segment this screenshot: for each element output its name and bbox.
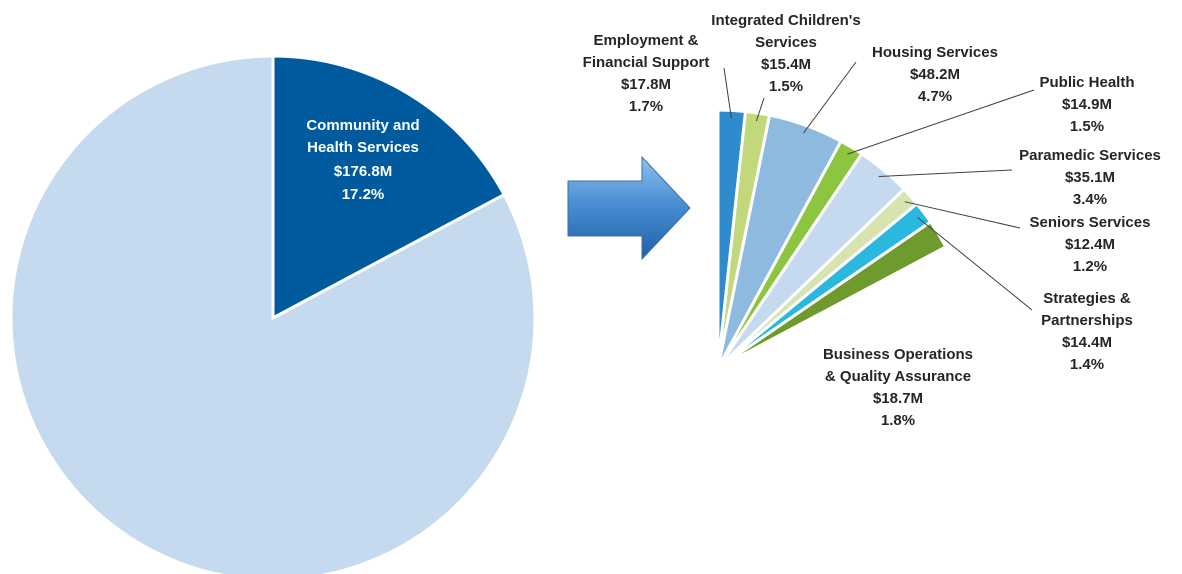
breakdown-label-4-line-0: Paramedic Services — [1019, 147, 1161, 164]
breakdown-label-7-line-0: Business Operations — [823, 346, 973, 363]
leader-line-2 — [803, 61, 857, 134]
breakdown-label-5-line-2: 1.2% — [1073, 258, 1107, 275]
main-slice-label-line-0: Community and — [306, 117, 419, 134]
breakdown-label-3-line-2: 1.5% — [1070, 118, 1104, 135]
main-slice-label-line-2: $176.8M — [334, 163, 392, 180]
leader-line-6 — [917, 217, 1033, 311]
breakdown-label-2-line-2: 4.7% — [918, 88, 952, 105]
leader-lines — [723, 61, 1035, 311]
breakdown-label-1: Integrated Children's Services $15.4M 1.5% — [711, 12, 860, 95]
leader-line-3 — [847, 89, 1035, 155]
breakdown-label-0: Employment & Financial Support $17.8M 1.7% — [583, 32, 710, 115]
main-pie-labels: Community and Health Services $176.8M 17.2% — [306, 117, 419, 203]
breakdown-label-3: Public Health $14.9M 1.5% — [1039, 74, 1134, 135]
main-pie-slice-1 — [9, 54, 537, 574]
breakdown-label-1-line-0: Integrated Children's — [711, 12, 860, 29]
breakdown-label-6-line-2: $14.4M — [1062, 334, 1112, 351]
breakdown-label-4: Paramedic Services $35.1M 3.4% — [1019, 147, 1161, 208]
breakdown-label-0-line-2: $17.8M — [621, 76, 671, 93]
breakdown-label-4-line-2: 3.4% — [1073, 191, 1107, 208]
main-pie-slice-0 — [271, 54, 507, 321]
breakdown-label-6: Strategies & Partnerships $14.4M 1.4% — [1041, 290, 1133, 373]
leader-line-0 — [723, 67, 732, 119]
breakdown-label-1-line-2: $15.4M — [761, 56, 811, 73]
breakdown-label-2: Housing Services $48.2M 4.7% — [872, 44, 998, 105]
breakdown-label-1-line-1: Services — [755, 34, 817, 51]
breakdown-label-6-line-3: 1.4% — [1070, 356, 1104, 373]
breakdown-label-0-line-1: Financial Support — [583, 54, 710, 71]
breakdown-label-3-line-0: Public Health — [1039, 74, 1134, 91]
breakdown-label-5-line-0: Seniors Services — [1030, 214, 1151, 231]
breakdown-label-2-line-1: $48.2M — [910, 66, 960, 83]
breakdown-label-0-line-3: 1.7% — [629, 98, 663, 115]
breakdown-label-2-line-0: Housing Services — [872, 44, 998, 61]
breakdown-labels: Employment & Financial Support $17.8M 1.7% I… — [583, 12, 1161, 429]
breakdown-label-7: Business Operations & Quality Assurance $1… — [823, 346, 973, 429]
leader-line-4 — [878, 169, 1013, 177]
breakdown-label-4-line-1: $35.1M — [1065, 169, 1115, 186]
breakdown-label-3-line-1: $14.9M — [1062, 96, 1112, 113]
breakdown-label-5-line-1: $12.4M — [1065, 236, 1115, 253]
breakdown-label-1-line-3: 1.5% — [769, 78, 803, 95]
breakdown-label-0-line-0: Employment & — [593, 32, 698, 49]
breakdown-pie — [716, 108, 948, 370]
main-slice-label-line-1: Health Services — [307, 139, 419, 156]
breakdown-label-5: Seniors Services $12.4M 1.2% — [1030, 214, 1151, 275]
breakdown-label-7-line-2: $18.7M — [873, 390, 923, 407]
leader-line-5 — [904, 201, 1021, 229]
main-pie — [9, 54, 537, 574]
leader-line-1 — [755, 97, 765, 122]
main-slice-label-line-3: 17.2% — [342, 186, 385, 203]
breakdown-label-7-line-3: 1.8% — [881, 412, 915, 429]
breakdown-label-6-line-0: Strategies & — [1043, 290, 1131, 307]
breakdown-label-7-line-1: & Quality Assurance — [825, 368, 971, 385]
breakdown-label-6-line-1: Partnerships — [1041, 312, 1133, 329]
arrow-right-icon — [567, 155, 691, 261]
